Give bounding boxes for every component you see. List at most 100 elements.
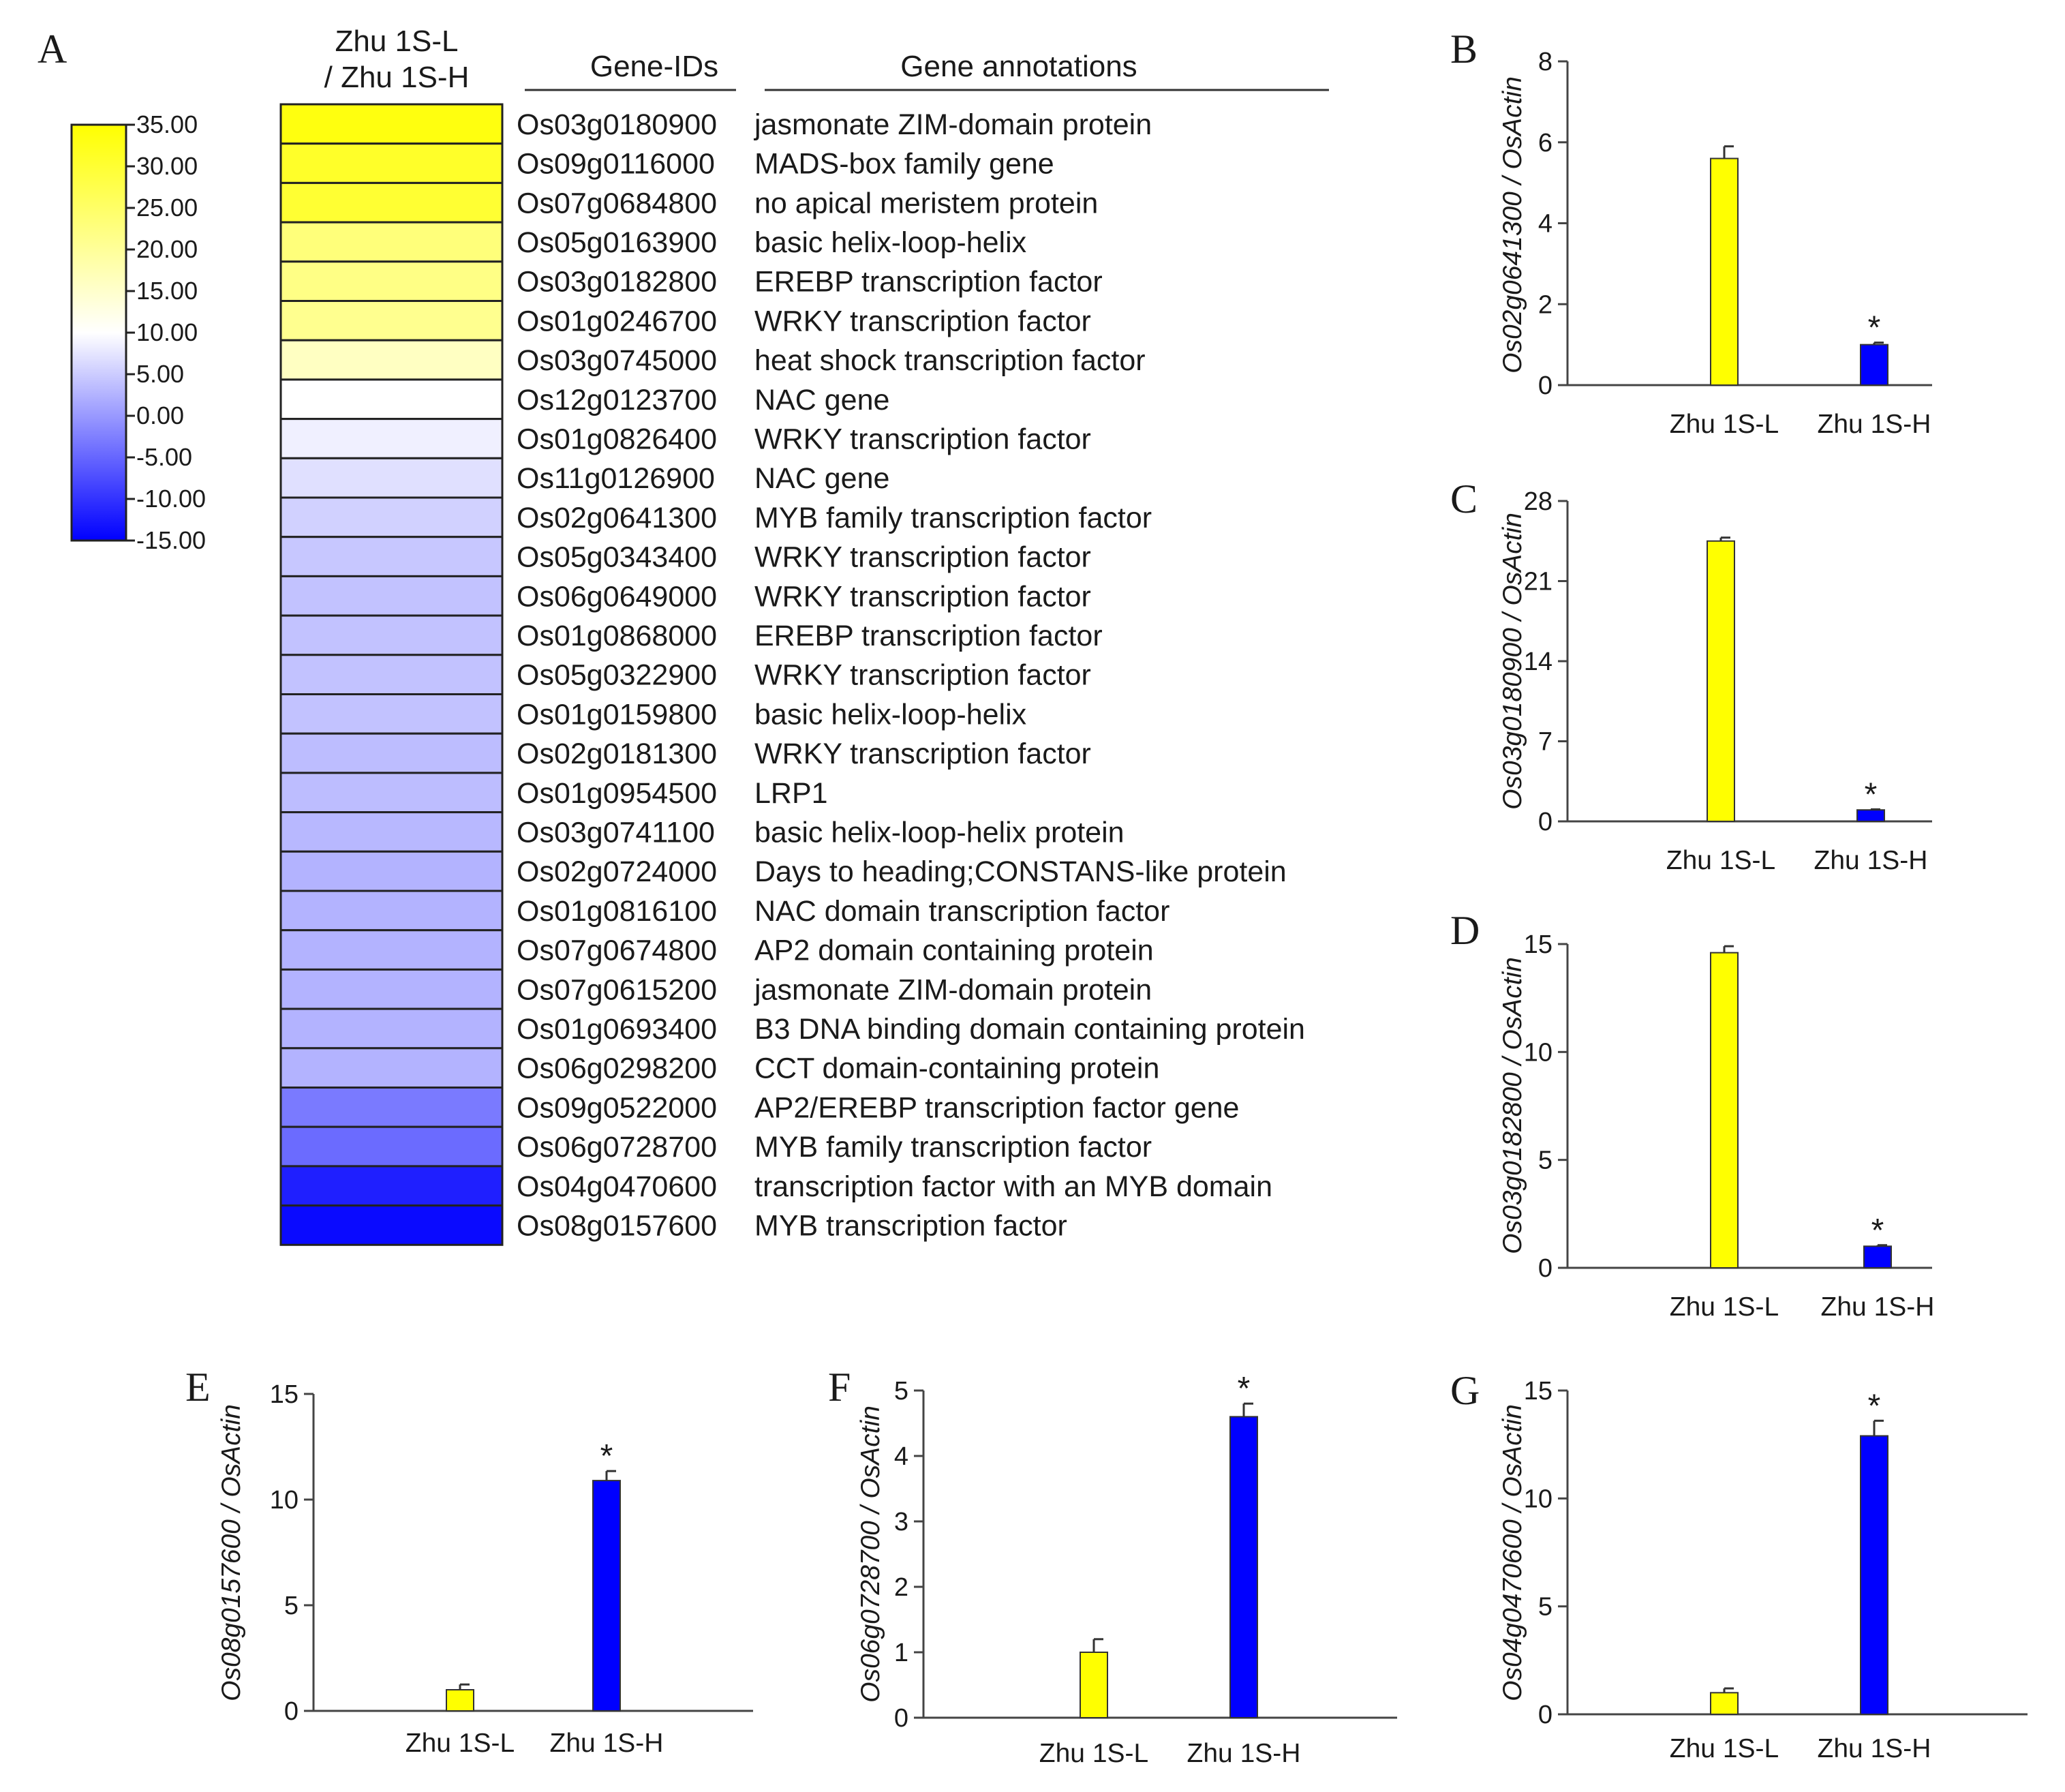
bar [1860,1435,1888,1715]
bar-panel-g: G Os04g0470600 / OsActin 0 5 10 15 Zhu 1S-L * Zh… [1450,1368,2028,1763]
gene-id-label: Os01g0868000 [517,620,717,652]
category-label: Zhu 1S-H [1814,846,1928,875]
colorbar-tick-label: 0.00 [136,401,184,429]
heatmap-cell [279,1204,504,1246]
y-tick-label: 14 [1524,648,1552,676]
heatmap-cell [279,850,504,892]
panel-letter-f: F [828,1365,851,1410]
heatmap-cell [279,103,504,145]
gene-annotation-label: EREBP transcription factor [754,620,1103,652]
gene-annotation-label: WRKY transcription factor [754,738,1091,770]
heatmap-cell [279,339,504,381]
heatmap-cell [279,142,504,184]
y-tick-label: 4 [894,1442,908,1471]
gene-id-label: Os03g0182800 [517,266,717,299]
gene-id-label: Os05g0343400 [517,541,717,574]
heatmap-cell [279,1087,504,1128]
y-axis-label: Os04g0470600 / OsActin [1498,1404,1527,1701]
y-axis-label: Os06g0728700 / OsActin [856,1406,885,1703]
heatmap-cell [279,575,504,617]
bar [592,1480,621,1712]
significance-marker: * [1868,1388,1881,1424]
gene-annotation-label: heat shock transcription factor [754,344,1146,377]
heatmap-cell [279,968,504,1010]
gene-annotation-label: WRKY transcription factor [754,580,1091,613]
gene-annotation-label: jasmonate ZIM-domain protein [753,108,1152,141]
category-label: Zhu 1S-H [1818,410,1931,439]
gene-annotation-label: basic helix-loop-helix [754,698,1027,731]
y-tick-label: 1 [894,1639,908,1667]
y-tick-label: 15 [1524,930,1552,959]
gene-annotation-label: basic helix-loop-helix protein [754,816,1125,849]
y-tick-label: 5 [1538,1593,1552,1622]
panel-letter-a: A [37,27,67,72]
y-tick-label: 0 [1538,1701,1552,1729]
bar-panel-b: B Os02g0641300 / OsActin 0 2 4 6 8 Zhu 1S-L * Zhu… [1450,27,1932,439]
heatmap-cell [279,221,504,263]
gene-id-label: Os02g0724000 [517,855,717,888]
bar-panel-c: C Os03g0180900 / OsActin 0 7 14 21 28 Zhu 1S-L *… [1450,476,1932,875]
gene-annotation-label: NAC domain transcription factor [754,895,1169,928]
gene-annotation-label: WRKY transcription factor [754,423,1091,455]
gene-annotation-label: LRP1 [754,777,828,810]
colorbar-tick-label: 20.00 [136,235,198,263]
colorbar-tick-label: -15.00 [136,526,206,554]
gene-id-label: Os02g0641300 [517,502,717,534]
colorbar-tick-label: -5.00 [136,443,192,471]
gene-id-label: Os03g0745000 [517,344,717,377]
gene-id-label: Os01g0246700 [517,305,717,337]
y-tick-label: 8 [1538,48,1552,76]
panel-letter-c: C [1450,476,1478,521]
bar-panel-d: D Os03g0182800 / OsActin 0 5 10 15 Zhu 1S-L * Zh… [1450,908,1934,1322]
heatmap-cell [279,260,504,302]
y-tick-label: 10 [1524,1485,1552,1513]
panel-letter-e: E [185,1365,211,1410]
category-label: Zhu 1S-H [1821,1292,1935,1322]
gene-annotation-label: MADS-box family gene [754,148,1054,181]
gene-id-label: Os06g0298200 [517,1052,717,1085]
gene-annotation-label: NAC gene [754,462,889,495]
y-tick-label: 5 [284,1592,299,1620]
colorbar-tick-label: 5.00 [136,360,184,388]
gene-annotation-label: B3 DNA binding domain containing protein [754,1013,1305,1046]
gene-id-label: Os12g0123700 [517,384,717,416]
y-axis-label: Os08g0157600 / OsActin [217,1404,246,1701]
heatmap-rows: Os03g0180900 jasmonate ZIM-domain protein… [279,103,1305,1246]
gene-id-label: Os06g0649000 [517,580,717,613]
category-label: Zhu 1S-L [1670,1734,1779,1763]
heatmap-cell [279,811,504,853]
category-label: Zhu 1S-L [1666,846,1775,875]
gene-id-label: Os02g0181300 [517,738,717,770]
y-tick-label: 0 [1538,1254,1552,1283]
heatmap-cell [279,1007,504,1050]
gene-annotation-label: AP2 domain containing protein [754,935,1154,967]
gene-id-label: Os09g0116000 [517,148,715,181]
heatmap-cell [279,496,504,538]
gene-annotation-label: Days to heading;CONSTANS-like protein [754,855,1287,888]
gene-id-label: Os07g0674800 [517,935,717,967]
heatmap-cell [279,1047,504,1089]
y-tick-label: 2 [894,1573,908,1602]
gene-annotation-label: WRKY transcription factor [754,305,1091,337]
y-axis-label: Os03g0180900 / OsActin [1498,513,1527,810]
y-tick-label: 0 [1538,808,1552,836]
gene-annotation-label: CCT domain-containing protein [754,1052,1159,1085]
y-tick-label: 0 [284,1697,299,1726]
significance-marker: * [1871,1213,1884,1249]
bar [1229,1416,1258,1718]
gene-id-label: Os05g0163900 [517,226,717,259]
heatmap-cell [279,300,504,341]
annotations-header: Gene annotations [900,50,1137,83]
colorbar-tick-label: 10.00 [136,318,198,346]
category-label: Zhu 1S-H [550,1729,664,1758]
heatmap-cell [279,1165,504,1207]
heatmap-cell [279,890,504,932]
bar [1710,952,1739,1269]
gene-id-label: Os07g0684800 [517,187,717,219]
bar [446,1689,474,1712]
significance-marker: * [600,1438,613,1474]
panel-letter-d: D [1450,908,1480,953]
gene-id-label: Os01g0693400 [517,1013,717,1046]
heatmap-cell [279,457,504,499]
